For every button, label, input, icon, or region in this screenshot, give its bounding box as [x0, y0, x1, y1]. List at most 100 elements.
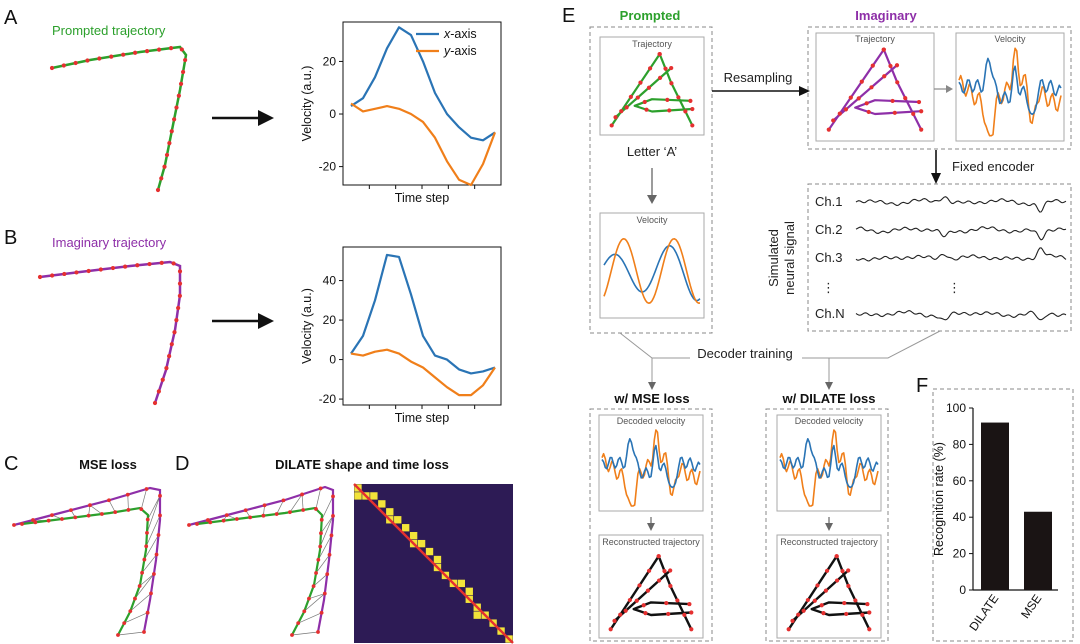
imaginary-header: Imaginary — [855, 8, 917, 23]
purple-point-8 — [158, 493, 162, 498]
y-tick-label: 0 — [329, 107, 336, 121]
prompted-point-4 — [97, 56, 102, 61]
letter-point-1 — [796, 612, 801, 617]
green-point-16 — [307, 596, 311, 601]
prompt-vel-x — [603, 244, 701, 302]
purple-point-10 — [329, 533, 334, 538]
imaginary-point-23 — [152, 400, 158, 406]
letter-point-15 — [869, 85, 874, 90]
purple-point-4 — [88, 503, 92, 508]
dilate-dashed-box — [765, 408, 889, 642]
heatmap-cell-8 — [402, 524, 410, 532]
vel-x — [601, 437, 701, 489]
letter-stroke-3 — [810, 601, 870, 617]
imaginary-point-1 — [50, 273, 55, 278]
letter-point-20 — [819, 603, 824, 608]
legend-label: y-axis — [443, 44, 477, 58]
purple-point-10 — [156, 533, 161, 537]
imaginary-point-7 — [123, 264, 128, 269]
letter-point-14 — [812, 598, 817, 603]
heatmap-cell-3 — [370, 492, 378, 500]
purple-point-0 — [187, 523, 191, 527]
channel-label-2: Ch.2 — [815, 222, 842, 237]
letter-stroke-3 — [854, 99, 922, 116]
letter-point-11 — [689, 627, 694, 632]
letter-point-9 — [676, 95, 681, 100]
green-point-4 — [248, 515, 253, 520]
imaginary-point-0 — [37, 274, 43, 280]
purple-point-5 — [281, 498, 286, 503]
series-y-axis — [350, 348, 496, 397]
alignment-line-8 — [127, 494, 129, 510]
letter-point-19 — [664, 600, 669, 606]
prompted-point-11 — [179, 47, 184, 52]
bar-MSE — [1024, 511, 1052, 590]
dilate-down-arrow — [825, 517, 833, 531]
y-tick-label: 0 — [959, 583, 966, 597]
imaginary-dashed-box — [807, 26, 1072, 150]
imaginary-point-20 — [164, 365, 169, 371]
dilate-branch-arrow — [825, 382, 833, 390]
channel-label-n: Ch.N — [815, 306, 845, 321]
purple-point-14 — [145, 610, 150, 615]
purple-point-8 — [331, 494, 335, 499]
prompted-point-14 — [178, 81, 184, 86]
green-point-7 — [113, 510, 118, 515]
arrow-a — [212, 110, 274, 126]
green-point-6 — [100, 512, 104, 516]
letter-point-4 — [824, 568, 830, 573]
green-point-4 — [73, 515, 78, 520]
letter-point-10 — [683, 109, 688, 114]
green-point-8 — [126, 508, 131, 512]
green-point-17 — [302, 609, 307, 614]
letter-stroke-2 — [791, 569, 850, 622]
prompted-point-16 — [174, 105, 179, 110]
prompted-trajectory-drawing — [49, 45, 188, 193]
letter-point-9 — [903, 95, 908, 101]
green-trajectory — [196, 506, 324, 636]
green-point-0 — [20, 522, 24, 526]
letter-point-14 — [634, 598, 639, 603]
letter-point-23 — [919, 109, 924, 114]
letter-point-14 — [856, 96, 861, 101]
panel-d-label: D — [175, 453, 189, 475]
imaginary-point-16 — [174, 318, 179, 323]
letter-a-trajectory — [609, 52, 695, 128]
imaginary-trajectory-drawing — [37, 260, 183, 406]
letter-point-22 — [666, 611, 671, 617]
letter-point-12 — [831, 118, 836, 123]
purple-point-9 — [158, 513, 162, 518]
y-axis-label: Velocity (a.u.) — [300, 288, 314, 364]
green-point-13 — [316, 557, 321, 562]
purple-point-12 — [325, 572, 330, 577]
green-point-15 — [137, 584, 142, 588]
heatmap-cell-1 — [354, 492, 362, 500]
purple-point-3 — [69, 508, 73, 513]
y-tick-label: 40 — [953, 510, 967, 524]
green-point-5 — [86, 513, 91, 518]
fixed-encoder-arrow — [931, 150, 941, 184]
letter-point-11 — [867, 627, 872, 632]
letter-point-4 — [647, 66, 653, 71]
alignment-line-15 — [139, 573, 155, 587]
imaginary-trajectory-title: Imaginary trajectory — [52, 235, 167, 250]
letter-point-23 — [689, 610, 694, 615]
imaginary-point-6 — [110, 265, 116, 271]
letter-stroke-3 — [633, 98, 693, 113]
letter-point-21 — [643, 611, 648, 616]
x-tick-label-DILATE: DILATE — [966, 592, 1001, 634]
heatmap-cell-9 — [409, 532, 418, 540]
green-point-9 — [139, 507, 144, 512]
alignment-line-16 — [134, 573, 155, 599]
letter-point-3 — [859, 79, 864, 84]
purple-point-13 — [149, 591, 153, 596]
letter-point-13 — [623, 608, 628, 613]
purple-point-3 — [243, 508, 248, 513]
letter-point-18 — [916, 99, 922, 105]
prompted-point-1 — [61, 63, 66, 68]
letter-point-21 — [866, 109, 871, 115]
prompted-point-23 — [155, 187, 161, 193]
green-point-12 — [144, 544, 149, 549]
letter-point-0 — [608, 627, 613, 632]
imaginary-point-10 — [159, 260, 164, 265]
